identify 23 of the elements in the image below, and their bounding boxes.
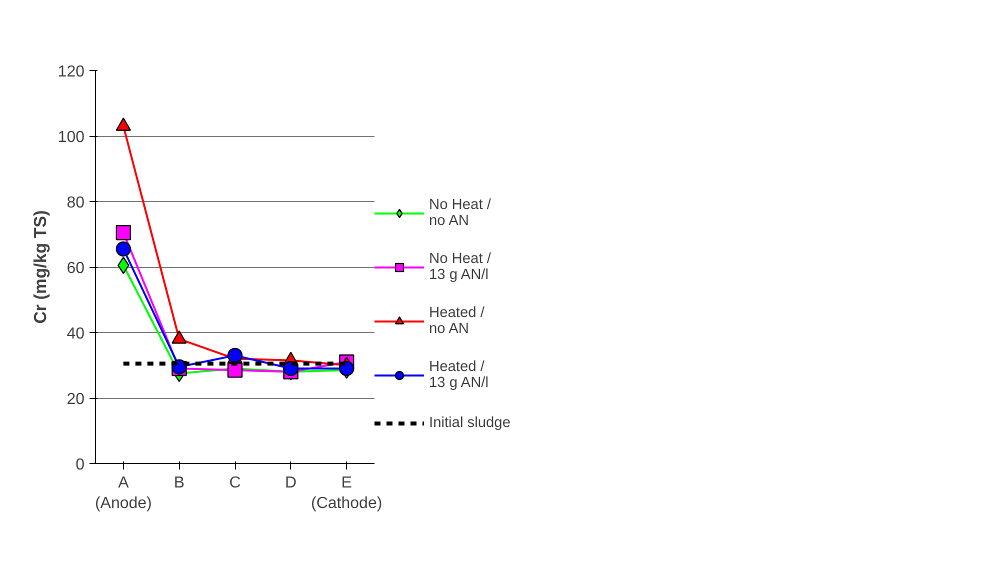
y-tick-label: 80	[66, 194, 85, 212]
y-axis-title: Cr (mg/kg TS)	[30, 210, 50, 324]
y-tick-label: 0	[76, 456, 85, 474]
legend-label: No Heat / 13 g AN/l	[429, 251, 491, 283]
point	[116, 241, 131, 257]
y-tick-label: 60	[66, 260, 85, 277]
x-tick-label: A (Anode)	[94, 474, 152, 512]
y-tick-label: 20	[66, 391, 85, 408]
y-tick-label: 100	[58, 129, 85, 146]
point	[117, 256, 130, 274]
y-tick-label: 40	[66, 326, 85, 342]
x-tick-label: D	[285, 474, 297, 492]
x-tick-label: B	[174, 474, 185, 492]
point	[116, 225, 131, 240]
legend-label: Heated / 13 g AN/l	[429, 359, 488, 391]
y-tick-label: 120	[58, 64, 85, 80]
legend-label: No Heat / no AN	[429, 197, 491, 229]
point	[227, 362, 243, 378]
x-tick-label: E (Cathode)	[311, 474, 382, 512]
legend-label: Initial sludge	[429, 415, 510, 431]
point	[339, 360, 354, 376]
legend-label: Heated / no AN	[429, 305, 484, 337]
x-tick-label: C	[229, 474, 241, 492]
